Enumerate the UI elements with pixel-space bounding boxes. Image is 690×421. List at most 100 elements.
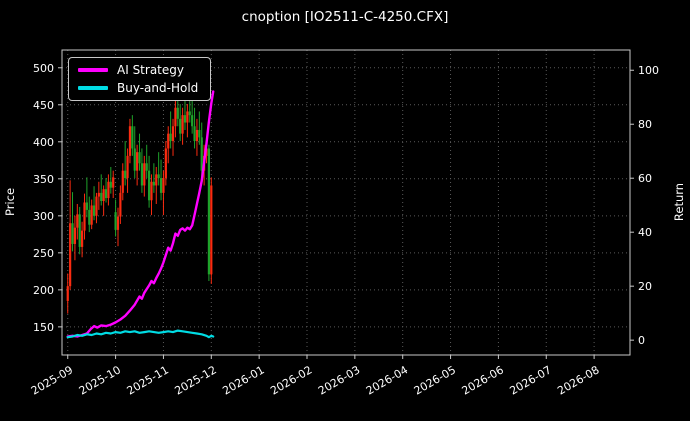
- price-tick-label: 250: [33, 247, 54, 260]
- candle-body: [188, 111, 191, 116]
- candle-body: [97, 192, 100, 197]
- candle-body: [69, 223, 72, 287]
- candle-body: [95, 196, 98, 216]
- price-tick-label: 350: [33, 173, 54, 186]
- price-tick-label: 200: [33, 284, 54, 297]
- legend-label: AI Strategy: [117, 63, 184, 77]
- candle-body: [157, 174, 160, 179]
- x-tick-label: 2026-07: [507, 363, 553, 397]
- candle-body: [210, 185, 213, 275]
- candlestick-series: [66, 92, 213, 314]
- plot-border: [61, 49, 631, 356]
- candle-body: [131, 126, 134, 149]
- buy-and-hold-line: [66, 329, 215, 339]
- candle-body: [66, 286, 69, 301]
- x-tick-label: 2025-11: [125, 363, 171, 397]
- candle-body: [138, 152, 141, 164]
- candle-body: [116, 216, 120, 230]
- candle-body: [155, 174, 158, 186]
- y-axis-label-price: Price: [3, 187, 18, 217]
- candle-body: [90, 205, 93, 225]
- x-tick-label: 2026-02: [268, 363, 314, 397]
- candle-body: [136, 152, 139, 171]
- candle-body: [71, 223, 74, 244]
- x-tick-label: 2026-03: [316, 363, 362, 397]
- tick-marks: [58, 67, 634, 359]
- candle-body: [143, 163, 146, 186]
- candle-body: [193, 126, 196, 142]
- candle-body: [171, 126, 175, 142]
- candle-body: [92, 205, 96, 216]
- return-tick-label: 40: [638, 226, 652, 239]
- candle-body: [102, 189, 105, 202]
- return-tick-label: 100: [638, 64, 659, 77]
- candle-body: [128, 126, 132, 156]
- candle-body: [198, 129, 201, 138]
- tick-labels: 2025-09 2025-10 2025-11 2025-12 2026-01 2026-…: [29, 62, 659, 398]
- candle-body: [176, 107, 179, 119]
- candle-body: [88, 209, 91, 225]
- candle-body: [174, 107, 177, 127]
- candle-body: [207, 148, 211, 275]
- candle-body: [200, 137, 203, 171]
- candle-body: [114, 212, 117, 230]
- candle-body: [147, 170, 151, 201]
- candle-body: [73, 227, 77, 244]
- candle-body: [179, 118, 182, 134]
- legend-item-ai-strategy: AI Strategy: [78, 64, 198, 76]
- y-axis-label-return: Return: [671, 182, 686, 222]
- candle-body: [167, 133, 170, 149]
- return-tick-label: 0: [638, 334, 645, 347]
- candle-body: [126, 155, 129, 179]
- legend: AI Strategy Buy-and-Hold: [68, 57, 212, 101]
- candle-body: [145, 163, 148, 171]
- price-tick-label: 500: [33, 62, 54, 75]
- candle-body: [159, 178, 163, 193]
- candle-body: [195, 129, 199, 142]
- candle-body: [112, 177, 115, 188]
- candle-body: [124, 170, 127, 179]
- chart-title: cnoption [IO2511-C-4250.CFX]: [241, 9, 449, 25]
- ai-strategy-line: [66, 90, 215, 338]
- candle-body: [85, 202, 88, 210]
- candle-body: [164, 148, 167, 179]
- return-tick-label: 60: [638, 172, 652, 185]
- candle-body: [140, 163, 144, 186]
- x-tick-label: 2025-12: [172, 363, 218, 397]
- price-tick-label: 300: [33, 210, 54, 223]
- candle-body: [100, 192, 103, 202]
- x-tick-label: 2025-10: [77, 363, 123, 397]
- x-tick-label: 2026-01: [220, 363, 266, 397]
- candle-body: [150, 181, 153, 201]
- candle-body: [133, 148, 136, 171]
- legend-swatch: [78, 86, 108, 90]
- candle-body: [152, 181, 155, 186]
- x-tick-label: 2026-04: [364, 363, 410, 397]
- x-tick-label: 2026-06: [460, 363, 506, 397]
- price-tick-label: 400: [33, 136, 54, 149]
- candle-body: [80, 230, 84, 247]
- return-tick-label: 80: [638, 118, 652, 131]
- legend-swatch: [78, 68, 108, 72]
- candle-body: [119, 192, 122, 217]
- legend-item-buy-and-hold: Buy-and-Hold: [78, 82, 198, 94]
- candle-body: [169, 133, 172, 142]
- price-tick-label: 150: [33, 321, 54, 334]
- legend-label: Buy-and-Hold: [117, 81, 199, 95]
- candle-body: [191, 115, 194, 127]
- candle-body: [104, 189, 108, 199]
- return-tick-label: 20: [638, 280, 652, 293]
- x-tick-label: 2026-08: [555, 363, 601, 397]
- candle-body: [76, 214, 79, 228]
- candle-body: [107, 181, 110, 199]
- price-tick-label: 450: [33, 99, 54, 112]
- candle-body: [162, 178, 165, 193]
- candle-body: [183, 115, 187, 123]
- candle-body: [121, 170, 124, 193]
- x-tick-label: 2025-09: [29, 363, 75, 397]
- candle-body: [181, 115, 184, 134]
- x-tick-label: 2026-05: [412, 363, 458, 397]
- candle-body: [109, 181, 112, 188]
